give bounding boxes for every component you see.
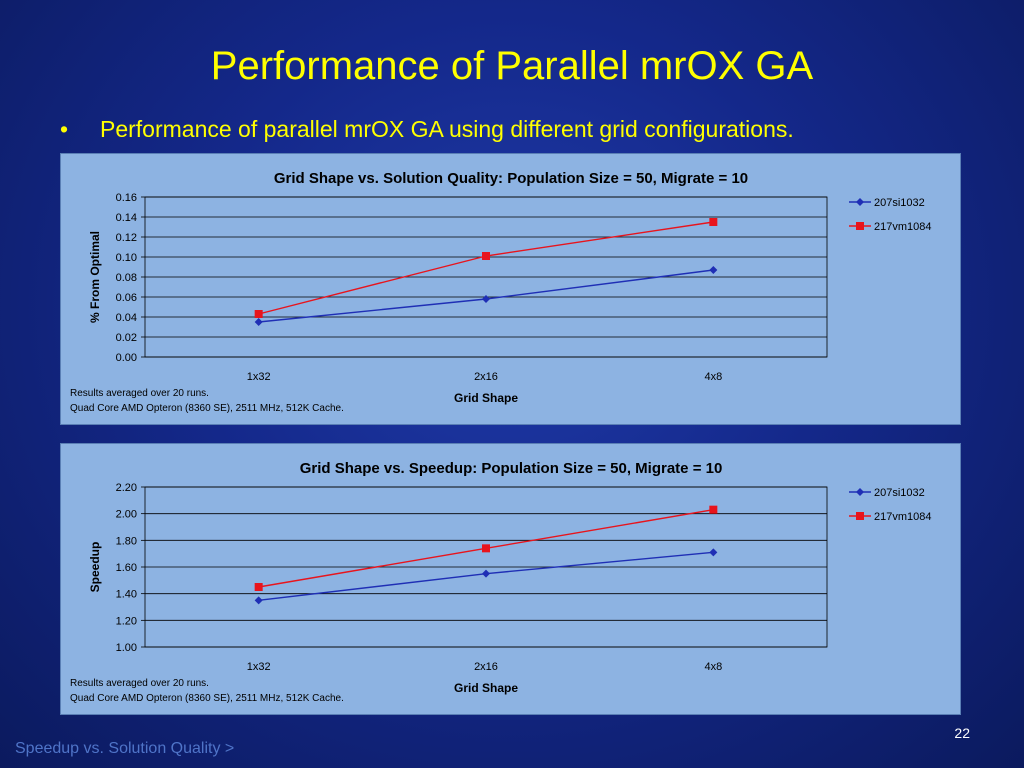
plot-area xyxy=(144,196,828,358)
y-tick-label: 1.60 xyxy=(116,562,137,574)
x-tick-label: 4x8 xyxy=(704,661,722,673)
data-point xyxy=(254,583,263,591)
slide-number: 22 xyxy=(954,725,970,741)
y-tick-label: 1.00 xyxy=(116,642,137,654)
data-point xyxy=(709,505,718,514)
plot-area xyxy=(144,486,828,648)
y-tick-label: 1.40 xyxy=(116,589,137,601)
data-point xyxy=(709,266,718,274)
legend-label: 217vm1084 xyxy=(874,221,932,233)
y-tick-label: 0.02 xyxy=(116,332,137,344)
data-point xyxy=(482,544,490,553)
footnote-line-1: Results averaged over 20 runs. xyxy=(70,678,209,689)
y-tick-label: 2.00 xyxy=(116,509,137,521)
data-point xyxy=(709,548,718,557)
footnote-line-2: Quad Core AMD Opteron (8360 SE), 2511 MH… xyxy=(70,693,344,704)
x-axis-label: Grid Shape xyxy=(454,681,518,695)
solution-quality-chart: Grid Shape vs. Solution Quality: Populat… xyxy=(60,153,961,425)
data-point xyxy=(482,569,490,578)
footnote-line-2: Quad Core AMD Opteron (8360 SE), 2511 MH… xyxy=(70,403,344,414)
x-tick-label: 4x8 xyxy=(704,371,722,383)
y-tick-label: 0.08 xyxy=(116,272,137,284)
data-point xyxy=(254,596,263,605)
y-tick-label: 0.16 xyxy=(116,192,137,204)
y-tick-label: 0.12 xyxy=(116,232,137,244)
chart-title: Grid Shape vs. Speedup: Population Size … xyxy=(300,460,723,477)
speedup-chart-svg: Grid Shape vs. Speedup: Population Size … xyxy=(88,460,932,695)
chart-title: Grid Shape vs. Solution Quality: Populat… xyxy=(274,170,748,187)
y-tick-label: 0.00 xyxy=(116,352,137,364)
legend-label: 207si1032 xyxy=(874,487,925,499)
legend-marker xyxy=(856,198,864,206)
legend-marker xyxy=(856,512,864,520)
bullet-item: • Performance of parallel mrOX GA using d… xyxy=(60,113,794,145)
x-tick-label: 2x16 xyxy=(474,371,498,383)
y-axis-label: % From Optimal xyxy=(88,231,102,323)
y-tick-label: 0.06 xyxy=(116,292,137,304)
data-point xyxy=(254,310,263,318)
bullet-text: Performance of parallel mrOX GA using di… xyxy=(100,116,794,142)
legend-label: 217vm1084 xyxy=(874,511,932,523)
x-tick-label: 1x32 xyxy=(247,661,271,673)
footnote-line-1: Results averaged over 20 runs. xyxy=(70,388,209,399)
y-tick-label: 0.14 xyxy=(116,212,137,224)
chart-footnote: Results averaged over 20 runs. Quad Core… xyxy=(70,676,344,706)
legend-marker xyxy=(856,488,864,496)
solution-quality-chart-svg: Grid Shape vs. Solution Quality: Populat… xyxy=(88,170,932,405)
data-point xyxy=(482,295,490,303)
y-tick-label: 1.80 xyxy=(116,535,137,547)
y-tick-label: 0.04 xyxy=(116,312,137,324)
data-point xyxy=(482,252,490,260)
y-tick-label: 2.20 xyxy=(116,482,137,494)
x-axis-label: Grid Shape xyxy=(454,391,518,405)
legend-marker xyxy=(856,222,864,230)
data-point xyxy=(709,218,718,226)
slide-title: Performance of Parallel mrOX GA xyxy=(210,44,814,88)
y-tick-label: 1.20 xyxy=(116,615,137,627)
y-axis-label: Speedup xyxy=(88,542,102,593)
data-point xyxy=(254,318,263,326)
x-tick-label: 1x32 xyxy=(247,371,271,383)
bullet-symbol: • xyxy=(60,116,69,142)
legend-label: 207si1032 xyxy=(874,197,925,209)
speedup-chart: Grid Shape vs. Speedup: Population Size … xyxy=(60,443,961,715)
y-tick-label: 0.10 xyxy=(116,252,137,264)
next-slide-link[interactable]: Speedup vs. Solution Quality > xyxy=(15,740,235,757)
x-tick-label: 2x16 xyxy=(474,661,498,673)
chart-footnote: Results averaged over 20 runs. Quad Core… xyxy=(70,386,344,416)
